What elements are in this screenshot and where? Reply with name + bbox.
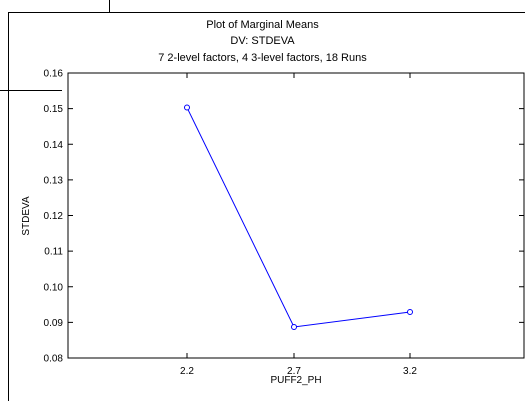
y-tick-label: 0.15 xyxy=(44,104,64,115)
panel-divider-left xyxy=(0,90,62,91)
x-axis-ticks: 2.2 2.7 3.2 xyxy=(180,73,417,377)
y-tick-label: 0.12 xyxy=(44,211,64,222)
y-tick-label: 0.16 xyxy=(44,69,64,80)
chart-title: Plot of Marginal Means xyxy=(206,19,319,31)
x-tick-label: 3.2 xyxy=(403,366,417,377)
y-tick-label: 0.08 xyxy=(44,354,64,365)
x-tick-label: 2.7 xyxy=(287,366,301,377)
y-tick-label: 0.10 xyxy=(44,282,64,293)
y-tick-label: 0.14 xyxy=(44,140,64,151)
series-line xyxy=(186,107,411,328)
window-frame-vertical-left xyxy=(8,12,9,401)
data-point-marker xyxy=(184,104,190,111)
data-point-marker xyxy=(407,309,413,316)
window-frame-vertical-top xyxy=(109,0,110,12)
chart-subtitle-design: 7 2-level factors, 4 3-level factors, 18… xyxy=(158,52,367,64)
plot-area xyxy=(67,72,525,359)
y-axis-ticks: 0.08 0.09 0.10 0.11 0.12 0.13 0.14 0.15 0.16 xyxy=(44,69,524,365)
y-tick-label: 0.09 xyxy=(44,318,64,329)
x-tick-label: 2.2 xyxy=(180,366,194,377)
y-axis-title: STDEVA xyxy=(21,196,32,236)
y-tick-label: 0.13 xyxy=(44,175,64,186)
chart-subtitle-dv: DV: STDEVA xyxy=(230,35,295,47)
x-axis-title: PUFF2_PH xyxy=(270,375,321,386)
y-tick-label: 0.11 xyxy=(44,247,63,258)
series-markers xyxy=(184,104,413,331)
data-point-marker xyxy=(291,324,297,331)
window-frame-horizontal xyxy=(8,12,525,13)
